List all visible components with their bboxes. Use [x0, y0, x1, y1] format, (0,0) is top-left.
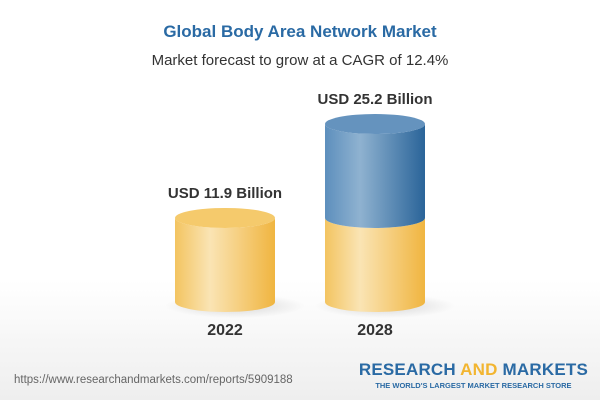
bar-growth-segment [325, 124, 425, 228]
bar-top-2028 [325, 114, 425, 134]
chart-subtitle: Market forecast to grow at a CAGR of 12.… [151, 52, 449, 69]
bar-base-segment [325, 217, 425, 312]
category-label: 2022 [207, 322, 243, 339]
bar-2022 [175, 217, 275, 312]
data-label: USD 11.9 Billion [168, 185, 282, 202]
data-label: USD 25.2 Billion [317, 91, 432, 108]
source-url[interactable]: https://www.researchandmarkets.com/repor… [14, 374, 293, 386]
category-label: 2028 [357, 322, 393, 339]
bar-top-2022 [175, 207, 275, 228]
research-and-markets-logo: RESEARCH AND MARKETS THE WORLD'S LARGEST… [358, 360, 588, 390]
chart-title: Global Body Area Network Market [163, 22, 437, 41]
